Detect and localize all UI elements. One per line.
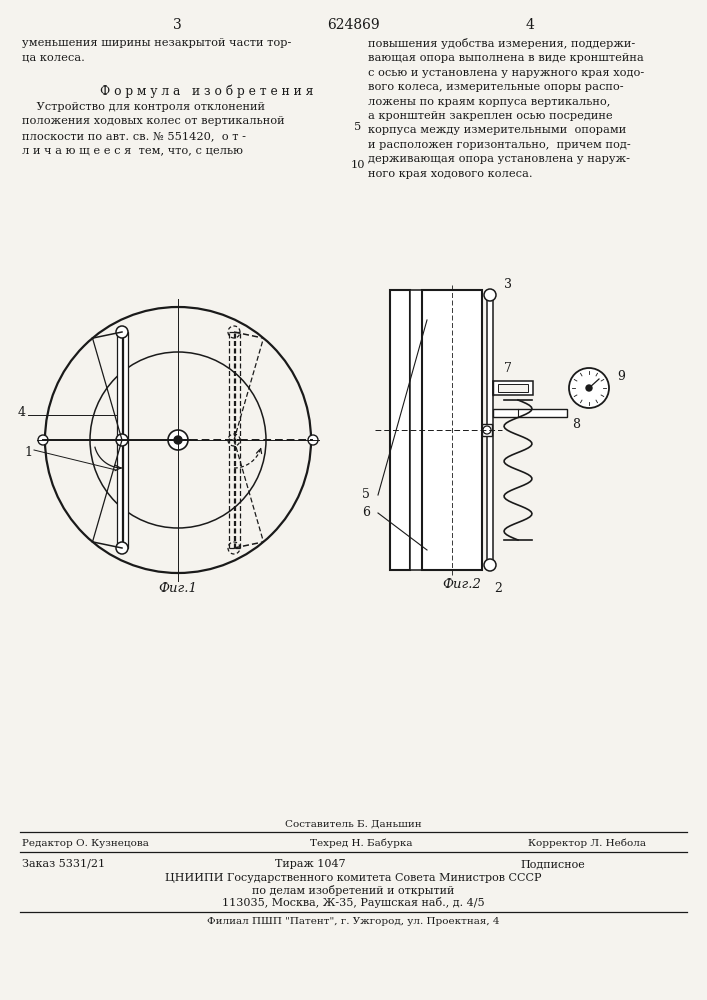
Circle shape xyxy=(308,435,318,445)
Text: Ф о р м у л а   и з о б р е т е н и я: Ф о р м у л а и з о б р е т е н и я xyxy=(100,84,313,98)
Circle shape xyxy=(569,368,609,408)
Bar xyxy=(482,424,492,436)
Bar xyxy=(390,290,410,570)
Text: 7: 7 xyxy=(504,362,512,375)
Circle shape xyxy=(168,430,188,450)
Circle shape xyxy=(116,542,128,554)
Text: Подписное: Подписное xyxy=(520,859,585,869)
Bar xyxy=(487,295,493,565)
Circle shape xyxy=(116,326,128,338)
Text: 5: 5 xyxy=(362,488,370,502)
Text: по делам изобретений и открытий: по делам изобретений и открытий xyxy=(252,886,454,896)
Text: Фиг.1: Фиг.1 xyxy=(158,582,197,594)
Circle shape xyxy=(116,434,128,446)
Text: Редактор О. Кузнецова: Редактор О. Кузнецова xyxy=(22,838,149,848)
Bar xyxy=(422,290,482,570)
Text: Составитель Б. Даньшин: Составитель Б. Даньшин xyxy=(285,820,421,828)
Text: повышения удобства измерения, поддержи-
вающая опора выполнена в виде кронштейна: повышения удобства измерения, поддержи- … xyxy=(368,38,644,179)
Text: Техред Н. Бабурка: Техред Н. Бабурка xyxy=(310,838,412,848)
Text: Фиг.2: Фиг.2 xyxy=(443,578,481,591)
Text: 624869: 624869 xyxy=(327,18,380,32)
Text: 113035, Москва, Ж-35, Раушская наб., д. 4/5: 113035, Москва, Ж-35, Раушская наб., д. … xyxy=(222,898,484,908)
Circle shape xyxy=(484,289,496,301)
Bar xyxy=(117,332,122,548)
Text: Корректор Л. Небола: Корректор Л. Небола xyxy=(528,838,646,848)
Text: 9: 9 xyxy=(617,369,625,382)
Bar xyxy=(122,332,127,548)
Text: ЦНИИПИ Государственного комитета Совета Министров СССР: ЦНИИПИ Государственного комитета Совета … xyxy=(165,873,542,883)
Bar xyxy=(410,290,422,570)
Text: Филиал ПШП "Патент", г. Ужгород, ул. Проектная, 4: Филиал ПШП "Патент", г. Ужгород, ул. Про… xyxy=(206,918,499,926)
Bar xyxy=(493,409,567,417)
Text: 10: 10 xyxy=(351,160,366,170)
Text: 8: 8 xyxy=(572,418,580,432)
Text: 6: 6 xyxy=(362,506,370,520)
Text: уменьшения ширины незакрытой части тор-
ца колеса.: уменьшения ширины незакрытой части тор- … xyxy=(22,38,291,62)
Text: 4: 4 xyxy=(18,406,26,418)
Bar xyxy=(498,384,528,392)
Text: 2: 2 xyxy=(494,582,502,595)
Text: Заказ 5331/21: Заказ 5331/21 xyxy=(22,859,105,869)
Text: 4: 4 xyxy=(525,18,534,32)
Circle shape xyxy=(174,436,182,444)
Text: Устройство для контроля отклонений
положения ходовых колес от вертикальной
плоск: Устройство для контроля отклонений полож… xyxy=(22,102,285,155)
Circle shape xyxy=(38,435,48,445)
Bar xyxy=(493,381,533,395)
Text: 1: 1 xyxy=(24,446,32,458)
Text: 3: 3 xyxy=(173,18,182,32)
Circle shape xyxy=(484,559,496,571)
Text: 5: 5 xyxy=(354,122,361,132)
Text: Тираж 1047: Тираж 1047 xyxy=(275,859,346,869)
Circle shape xyxy=(483,426,491,434)
Text: 3: 3 xyxy=(504,278,512,292)
Circle shape xyxy=(586,385,592,391)
